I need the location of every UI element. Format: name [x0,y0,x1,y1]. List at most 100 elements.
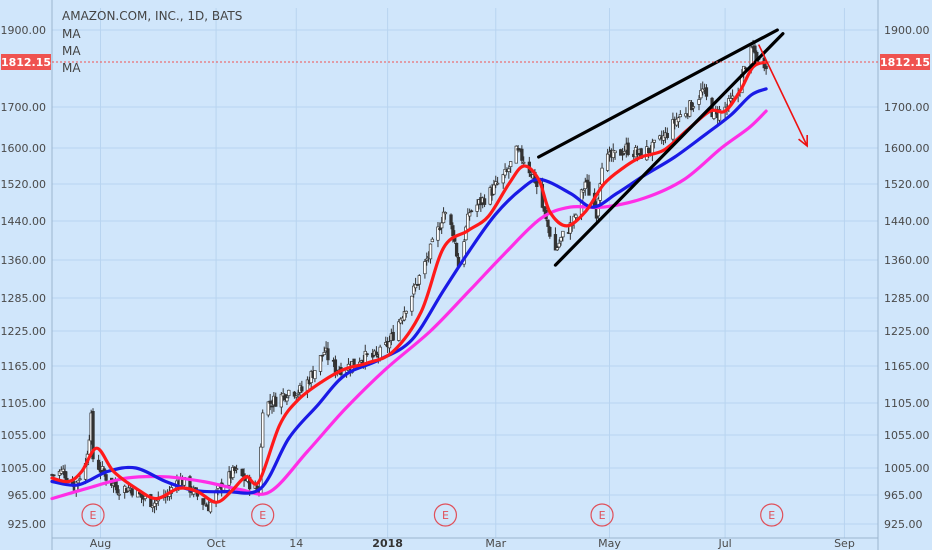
candle [622,145,627,156]
candle-body [557,242,561,248]
right-price-axis[interactable]: 1900.00 1700.00 1600.00 1520.00 1440.00 1360.… [884,24,930,531]
candle-body [404,310,408,314]
earnings-marker[interactable]: E [590,503,614,527]
candle [488,185,492,206]
candle [320,354,325,362]
candle-body [482,198,487,205]
y-tick-label-right: 925.00 [884,518,923,531]
x-tick-label: Mar [485,537,506,550]
candle-body [753,45,757,54]
projection-arrow-head [798,134,808,148]
candle-body [270,405,274,408]
candle [208,499,213,514]
candle-body [203,503,207,506]
grid-layer [51,0,879,550]
candle-body [495,182,500,185]
candle-body [492,184,496,195]
x-tick-label: Aug [90,537,111,550]
candle-body [417,275,421,285]
legend-ma-3[interactable]: MA [62,61,81,75]
earnings-marker-circle [590,503,614,527]
candle-body [462,241,466,265]
candle-body [764,65,768,70]
ma-line-mid [50,87,768,495]
candle-body [374,351,379,356]
candle [415,283,420,286]
candle [583,177,587,196]
candle-body [428,243,433,260]
candle [154,499,159,511]
legend-symbol-title[interactable]: AMAZON.COM, INC., 1D, BATS [62,9,242,23]
candle [689,100,694,111]
candle [203,497,207,506]
candle [274,392,278,407]
candle-body [689,101,694,111]
earnings-marker[interactable]: E [433,503,458,527]
legend-ma-1[interactable]: MA [62,27,81,41]
projection-arrow[interactable] [757,44,808,148]
trendlines-layer[interactable] [537,28,808,267]
candle [261,409,265,448]
candle-body [365,353,369,356]
candle-body [412,285,416,295]
candle [553,227,558,251]
y-tick-label-right: 1700.00 [884,101,930,114]
candle-body [397,321,401,341]
candle-body [661,135,666,141]
candle-body [387,341,392,349]
left-price-axis[interactable]: 1900.00 1700.00 1600.00 1520.00 1440.00 1360.… [1,24,47,531]
candle [115,479,119,495]
candle-body [585,179,589,183]
candle-body [91,411,95,460]
candle-body [201,498,205,505]
earnings-marker[interactable]: E [81,503,105,527]
price-tag-right-label: 1812.15 [880,56,930,69]
candle-body [645,146,649,161]
earnings-marker[interactable]: E [760,503,784,527]
candle [501,173,505,189]
y-tick-label-left: 1285.00 [1,292,47,305]
candle-body [318,355,323,372]
y-tick-label-left: 1600.00 [1,142,47,155]
candle [425,252,429,266]
x-tick-label: 14 [289,537,303,550]
wedge-upper-trendline[interactable] [537,28,779,159]
candle-body [391,331,395,341]
candle-body [352,358,356,366]
candle [503,163,507,179]
candle-body [292,391,297,397]
candle-body [208,501,213,513]
candle-body [555,247,559,251]
candle [387,335,392,354]
candle [454,242,459,258]
candle [61,465,65,476]
legend-ma-2[interactable]: MA [62,44,81,58]
y-tick-label-left: 1165.00 [1,360,47,373]
candle [697,95,701,111]
time-axis[interactable]: Aug Oct 14 2018 Mar May Jul Sep [90,537,855,550]
candle-body [611,149,615,158]
candle [704,84,709,101]
earnings-marker[interactable]: E [251,503,275,527]
wedge-lower-trendline[interactable] [553,32,785,267]
candle-body [402,311,407,321]
candle [674,112,679,127]
candle-body [509,161,513,168]
candle [671,112,675,145]
candle [495,176,500,186]
candle-body [454,242,459,257]
candle [665,127,669,140]
candle-body [143,495,147,499]
earnings-marker-circle [760,503,784,527]
candle-body [613,150,617,154]
candle-body [466,213,470,230]
candle [430,237,435,243]
candle-body [503,168,507,176]
price-tag-left [1,54,51,70]
candle-body [296,392,300,395]
candle [201,498,205,511]
candle-body [436,226,440,241]
earnings-marker-circle [81,503,105,527]
candle [413,277,418,292]
